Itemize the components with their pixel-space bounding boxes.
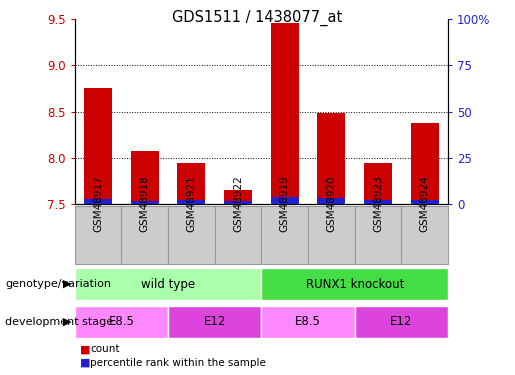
FancyBboxPatch shape (168, 206, 215, 264)
Text: E8.5: E8.5 (109, 315, 134, 328)
Bar (131, 201, 159, 204)
FancyBboxPatch shape (168, 306, 261, 338)
FancyBboxPatch shape (261, 268, 448, 300)
FancyBboxPatch shape (355, 306, 448, 338)
Text: wild type: wild type (141, 278, 195, 291)
FancyBboxPatch shape (355, 206, 401, 264)
FancyBboxPatch shape (215, 206, 261, 264)
Text: GSM48919: GSM48919 (280, 176, 290, 232)
Bar (224, 201, 252, 204)
Bar (271, 197, 299, 204)
Text: GSM48917: GSM48917 (93, 176, 103, 232)
Text: E12: E12 (203, 315, 226, 328)
FancyBboxPatch shape (75, 206, 122, 264)
Text: E12: E12 (390, 315, 413, 328)
Text: ▶: ▶ (62, 279, 71, 289)
Text: GSM48922: GSM48922 (233, 176, 243, 232)
Text: count: count (90, 345, 119, 354)
Text: GSM48918: GSM48918 (140, 176, 150, 232)
Text: GSM48920: GSM48920 (327, 176, 336, 232)
Bar (177, 200, 205, 204)
Text: ■: ■ (80, 345, 90, 354)
Text: percentile rank within the sample: percentile rank within the sample (90, 358, 266, 368)
Text: GSM48924: GSM48924 (420, 176, 430, 232)
Bar (84, 88, 112, 204)
Bar (177, 163, 205, 204)
Bar (411, 200, 439, 204)
Bar (317, 113, 346, 204)
Text: GDS1511 / 1438077_at: GDS1511 / 1438077_at (173, 9, 342, 26)
FancyBboxPatch shape (75, 306, 168, 338)
Bar (364, 163, 392, 204)
Text: GSM48921: GSM48921 (186, 176, 196, 232)
Bar (271, 23, 299, 204)
Text: GSM48923: GSM48923 (373, 176, 383, 232)
FancyBboxPatch shape (261, 306, 355, 338)
Bar (224, 190, 252, 204)
Bar (411, 123, 439, 204)
Bar (317, 198, 346, 204)
Text: ■: ■ (80, 358, 90, 368)
FancyBboxPatch shape (75, 268, 261, 300)
Text: E8.5: E8.5 (295, 315, 321, 328)
FancyBboxPatch shape (261, 206, 308, 264)
FancyBboxPatch shape (308, 206, 355, 264)
Text: genotype/variation: genotype/variation (5, 279, 111, 289)
Text: ▶: ▶ (62, 316, 71, 327)
Bar (84, 199, 112, 204)
Text: development stage: development stage (5, 316, 113, 327)
Bar (131, 150, 159, 204)
Bar (364, 200, 392, 204)
Text: RUNX1 knockout: RUNX1 knockout (305, 278, 404, 291)
FancyBboxPatch shape (401, 206, 448, 264)
FancyBboxPatch shape (122, 206, 168, 264)
